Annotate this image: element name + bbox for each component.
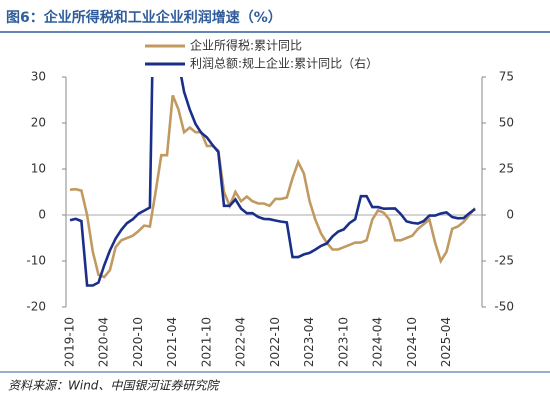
x-tick-label: 2022-10 [268, 317, 282, 367]
y-tick-label: 30 [31, 70, 46, 84]
series-line [69, 94, 477, 279]
y-tick-label: 10 [31, 162, 46, 176]
x-tick-label: 2019-10 [63, 317, 77, 367]
source: 资料来源：Wind、中国银河证券研究院 [8, 379, 220, 393]
x-tick-label: 2022-04 [234, 317, 248, 367]
y-tick-label: -10 [26, 254, 46, 268]
y2-tick-label: 50 [499, 116, 514, 130]
chart-title: 图6：企业所得税和工业企业利润增速（%） [6, 9, 282, 26]
x-tick-label: 2020-10 [131, 317, 145, 367]
x-tick-label: 2023-10 [336, 317, 350, 367]
y-tick-label: 0 [38, 208, 46, 222]
y2-tick-label: 75 [499, 70, 514, 84]
y-tick-label: 20 [31, 116, 46, 130]
legend-label: 利润总额:规上企业:累计同比（右） [190, 56, 378, 71]
y2-tick-label: -50 [494, 300, 514, 314]
x-tick-label: 2024-04 [371, 317, 385, 367]
legend-label: 企业所得税:累计同比 [190, 38, 302, 53]
x-tick-label: 2024-10 [405, 317, 419, 367]
y2-tick-label: 25 [499, 162, 514, 176]
x-tick-label: 2025-04 [439, 317, 453, 367]
x-tick-label: 2020-04 [97, 317, 111, 367]
y-tick-label: -20 [26, 300, 46, 314]
x-tick-label: 2021-10 [199, 317, 213, 367]
x-tick-label: 2023-04 [302, 317, 316, 367]
y2-tick-label: -25 [494, 254, 514, 268]
series-line [69, 77, 476, 287]
y2-tick-label: 0 [506, 208, 514, 222]
x-tick-label: 2021-04 [165, 317, 179, 367]
